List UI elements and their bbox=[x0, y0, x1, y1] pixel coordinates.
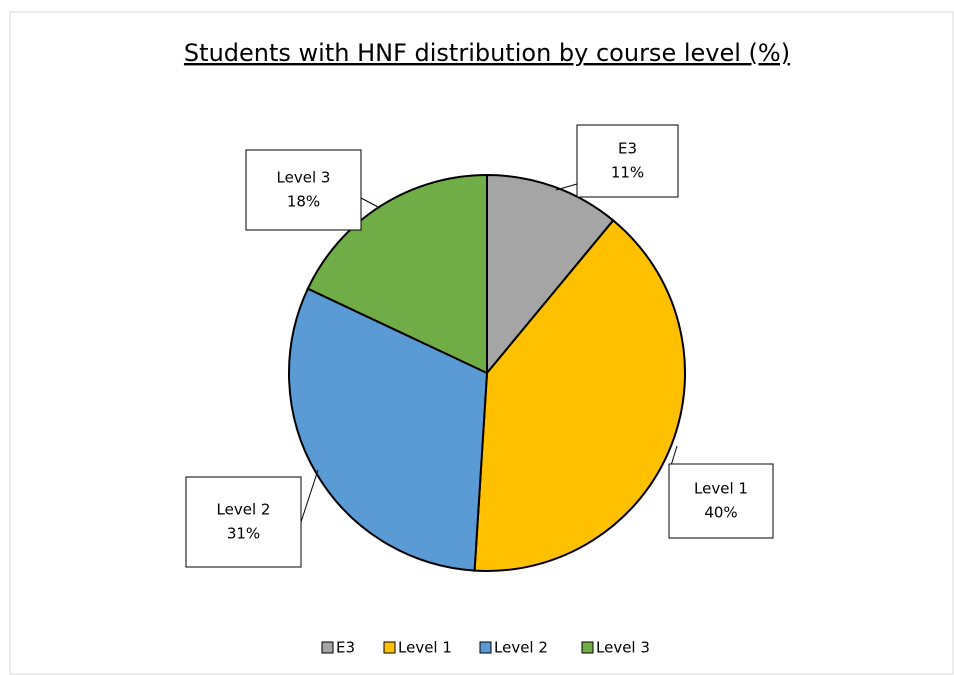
legend-swatch bbox=[321, 641, 334, 654]
data-label-name: E3 bbox=[618, 140, 637, 158]
pie-slice bbox=[473, 219, 686, 572]
chart-title: Students with HNF distribution by course… bbox=[184, 39, 790, 67]
leader-line bbox=[300, 469, 319, 523]
data-label-value: 18% bbox=[287, 193, 320, 211]
leader-line bbox=[555, 183, 578, 191]
legend-swatch bbox=[383, 641, 396, 654]
legend-label: Level 2 bbox=[494, 639, 548, 657]
data-label-box bbox=[185, 476, 302, 568]
data-label-box bbox=[668, 463, 774, 539]
data-label-value: 40% bbox=[704, 504, 737, 522]
legend-swatch bbox=[581, 641, 594, 654]
legend-label: E3 bbox=[336, 639, 355, 657]
pie-slice bbox=[486, 173, 615, 376]
data-label-box bbox=[245, 149, 362, 231]
pie-slice bbox=[306, 173, 488, 375]
data-label-name: Level 1 bbox=[694, 480, 748, 498]
data-label-name: Level 3 bbox=[277, 169, 331, 187]
legend-label: Level 3 bbox=[596, 639, 650, 657]
data-label-box bbox=[576, 124, 679, 198]
data-label-value: 31% bbox=[227, 525, 260, 543]
legend-swatch bbox=[479, 641, 492, 654]
leader-line bbox=[360, 197, 381, 209]
legend-label: Level 1 bbox=[398, 639, 452, 657]
data-label-name: Level 2 bbox=[217, 501, 271, 519]
data-label-value: 11% bbox=[611, 164, 644, 182]
